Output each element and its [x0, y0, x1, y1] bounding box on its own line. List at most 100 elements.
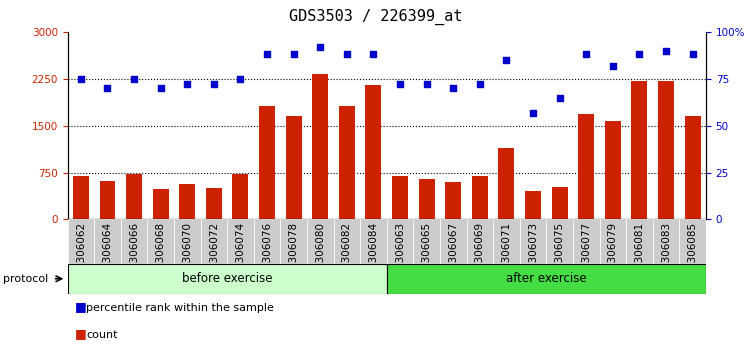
Text: ■: ■	[75, 300, 87, 313]
Bar	[445, 182, 461, 219]
Bar	[94, 219, 121, 264]
Text: GSM306072: GSM306072	[209, 222, 219, 285]
Bar	[312, 74, 328, 219]
Point	[181, 81, 193, 87]
Bar	[440, 219, 466, 264]
Text: GSM306083: GSM306083	[661, 222, 671, 285]
Bar	[73, 176, 89, 219]
Text: GSM306064: GSM306064	[102, 222, 113, 285]
Text: GSM306073: GSM306073	[528, 222, 538, 285]
Bar	[121, 219, 147, 264]
Text: GSM306066: GSM306066	[129, 222, 139, 285]
Bar	[685, 116, 701, 219]
Bar	[552, 187, 568, 219]
Bar	[227, 219, 254, 264]
Point	[234, 76, 246, 81]
Point	[633, 52, 645, 57]
Bar	[201, 219, 227, 264]
Text: count: count	[86, 330, 118, 340]
Bar	[573, 219, 599, 264]
Point	[474, 81, 486, 87]
Text: ■: ■	[75, 327, 87, 340]
Bar	[68, 264, 387, 294]
Text: after exercise: after exercise	[506, 272, 587, 285]
Point	[155, 85, 167, 91]
Point	[288, 52, 300, 57]
Bar	[578, 114, 594, 219]
Text: GSM306079: GSM306079	[608, 222, 618, 285]
Bar	[152, 189, 169, 219]
Point	[500, 57, 512, 63]
Point	[314, 44, 326, 50]
Text: GSM306069: GSM306069	[475, 222, 485, 285]
Bar	[653, 219, 680, 264]
Text: GSM306082: GSM306082	[342, 222, 352, 285]
Text: GSM306084: GSM306084	[369, 222, 379, 285]
Text: GSM306081: GSM306081	[635, 222, 644, 285]
Bar	[259, 105, 275, 219]
Text: before exercise: before exercise	[182, 272, 273, 285]
Point	[660, 48, 672, 53]
Text: GSM306068: GSM306068	[155, 222, 166, 285]
Text: GSM306075: GSM306075	[555, 222, 565, 285]
Bar	[525, 191, 541, 219]
Text: GSM306063: GSM306063	[395, 222, 405, 285]
Point	[128, 76, 140, 81]
Point	[581, 52, 593, 57]
Bar	[147, 219, 174, 264]
Bar	[179, 184, 195, 219]
Text: GSM306067: GSM306067	[448, 222, 458, 285]
Bar	[387, 219, 413, 264]
Bar	[360, 219, 387, 264]
Text: GDS3503 / 226399_at: GDS3503 / 226399_at	[289, 9, 462, 25]
Text: GSM306080: GSM306080	[315, 222, 325, 285]
Bar	[285, 116, 302, 219]
Point	[101, 85, 113, 91]
Bar	[499, 148, 514, 219]
Bar	[392, 176, 408, 219]
Bar	[680, 219, 706, 264]
Point	[394, 81, 406, 87]
Bar	[419, 179, 435, 219]
Text: GSM306065: GSM306065	[421, 222, 432, 285]
Text: percentile rank within the sample: percentile rank within the sample	[86, 303, 274, 313]
Bar	[366, 85, 382, 219]
Bar	[547, 219, 573, 264]
Text: GSM306076: GSM306076	[262, 222, 272, 285]
Bar	[472, 176, 488, 219]
Bar	[254, 219, 280, 264]
Bar	[307, 219, 333, 264]
Point	[686, 52, 698, 57]
Bar	[632, 81, 647, 219]
Bar	[206, 188, 222, 219]
Text: GSM306070: GSM306070	[182, 222, 192, 285]
Point	[75, 76, 87, 81]
Point	[367, 52, 379, 57]
Text: GSM306077: GSM306077	[581, 222, 591, 285]
Bar	[339, 105, 354, 219]
Bar	[413, 219, 440, 264]
Text: protocol: protocol	[4, 274, 49, 284]
Point	[341, 52, 353, 57]
Bar	[599, 219, 626, 264]
Bar	[626, 219, 653, 264]
Point	[607, 63, 619, 68]
Bar	[280, 219, 307, 264]
Point	[448, 85, 460, 91]
Point	[527, 110, 539, 115]
Text: GSM306074: GSM306074	[236, 222, 246, 285]
Bar	[333, 219, 360, 264]
Bar	[605, 121, 621, 219]
Bar	[387, 264, 706, 294]
Point	[208, 81, 220, 87]
Text: GSM306085: GSM306085	[688, 222, 698, 285]
Bar	[658, 81, 674, 219]
Bar	[99, 181, 116, 219]
Bar	[520, 219, 547, 264]
Bar	[493, 219, 520, 264]
Bar	[466, 219, 493, 264]
Text: GSM306078: GSM306078	[288, 222, 299, 285]
Text: GSM306062: GSM306062	[76, 222, 86, 285]
Point	[261, 52, 273, 57]
Bar	[174, 219, 201, 264]
